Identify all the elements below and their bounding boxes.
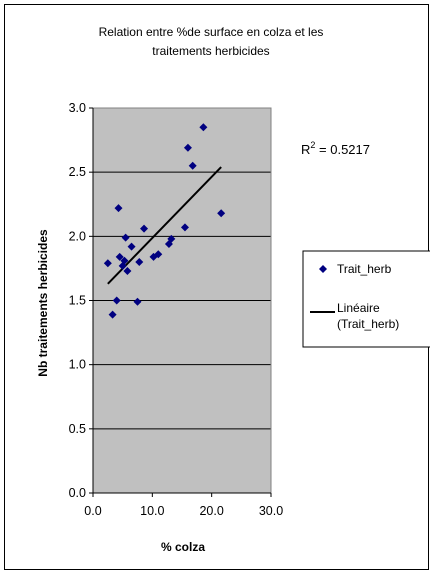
x-tick-label: 10.0 bbox=[140, 504, 164, 518]
chart-frame: Relation entre %de surface en colza et l… bbox=[4, 4, 430, 570]
legend-trend-label-2: (Trait_herb) bbox=[337, 317, 399, 331]
y-tick-labels: 0.0 0.5 1.0 1.5 2.0 2.5 3.0 bbox=[69, 101, 86, 500]
data-point bbox=[115, 252, 124, 261]
data-point bbox=[127, 242, 136, 251]
data-point bbox=[180, 223, 189, 232]
x-tick-label: 30.0 bbox=[259, 504, 283, 518]
chart-svg: Relation entre %de surface en colza et l… bbox=[36, 25, 430, 554]
data-point bbox=[199, 123, 208, 132]
data-point bbox=[188, 161, 197, 170]
y-tick-label: 0.5 bbox=[69, 422, 86, 436]
trendline bbox=[107, 166, 222, 285]
data-point bbox=[121, 233, 130, 242]
data-point bbox=[135, 258, 144, 266]
axes bbox=[89, 107, 272, 497]
data-point bbox=[140, 224, 149, 233]
r-squared-sup: 2 bbox=[310, 140, 315, 150]
x-tick-label: 0.0 bbox=[84, 504, 101, 518]
data-point bbox=[183, 143, 192, 152]
x-tick-label: 20.0 bbox=[199, 504, 223, 518]
y-axis-label: Nb traitements herbicides bbox=[36, 229, 50, 377]
data-point bbox=[112, 296, 121, 305]
data-point bbox=[154, 250, 163, 259]
x-axis-label: % colza bbox=[161, 540, 205, 554]
x-tick-labels: 0.0 10.0 20.0 30.0 bbox=[84, 504, 283, 518]
r-squared-value: = 0.5217 bbox=[315, 142, 370, 157]
y-tick-label: 1.5 bbox=[69, 294, 86, 308]
r-squared-label: R2 = 0.5217 bbox=[301, 140, 370, 157]
data-point bbox=[103, 259, 112, 268]
legend-diamond-marker bbox=[319, 265, 327, 273]
data-point bbox=[217, 209, 226, 218]
trendline-line bbox=[107, 166, 222, 285]
legend: Trait_herb Linéaire (Trait_herb) bbox=[302, 250, 430, 348]
data-point bbox=[167, 234, 176, 243]
data-point bbox=[123, 266, 132, 275]
y-tick-label: 0.0 bbox=[69, 486, 86, 500]
y-tick-label: 1.0 bbox=[69, 358, 86, 372]
y-tick-label: 3.0 bbox=[69, 101, 86, 115]
data-point bbox=[133, 297, 142, 306]
chart-title-line2: traitements herbicides bbox=[152, 44, 269, 58]
y-tick-label: 2.5 bbox=[69, 165, 86, 179]
data-point bbox=[114, 204, 123, 213]
legend-trend-label-1: Linéaire bbox=[337, 301, 380, 315]
data-point bbox=[120, 256, 129, 265]
data-point bbox=[108, 310, 117, 319]
chart-title-line1: Relation entre %de surface en colza et l… bbox=[99, 25, 324, 39]
y-tick-label: 2.0 bbox=[69, 229, 86, 243]
r-squared-r: R bbox=[301, 142, 310, 157]
legend-series-label: Trait_herb bbox=[337, 262, 392, 276]
data-points bbox=[103, 123, 226, 319]
